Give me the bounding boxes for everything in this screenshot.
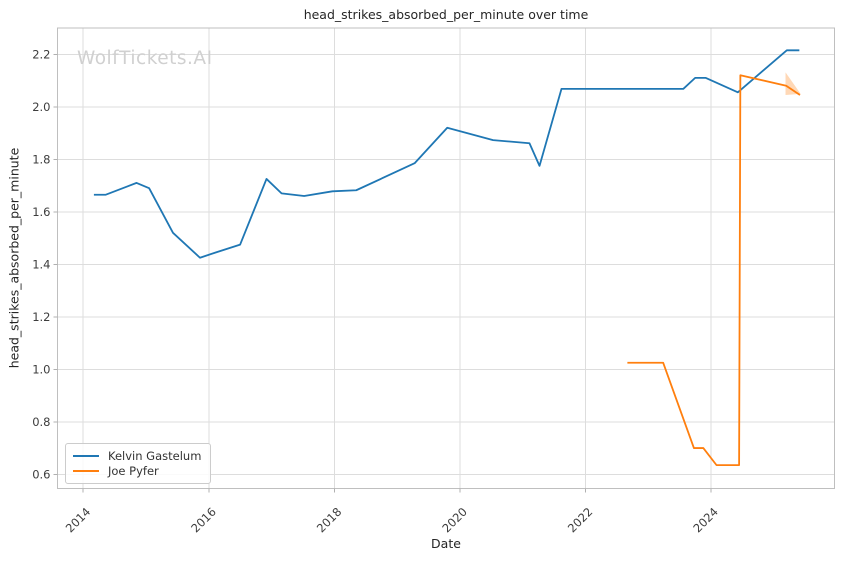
- x-tick-label: 2016: [188, 505, 219, 536]
- x-tick-label: 2022: [565, 505, 596, 536]
- legend: Kelvin Gastelum Joe Pyfer: [65, 443, 211, 484]
- x-tick-label: 2020: [439, 505, 470, 536]
- trend-arrow-icon: [785, 72, 801, 95]
- y-tick-label: 1.2: [32, 310, 50, 324]
- y-tick-label: 2.2: [32, 47, 50, 61]
- y-axis-label: head_strikes_absorbed_per_minute: [6, 147, 22, 369]
- plot-border: [57, 27, 835, 489]
- legend-item-joe-pyfer: Joe Pyfer: [73, 464, 203, 479]
- legend-line-sample-icon: [73, 469, 99, 472]
- legend-label: Kelvin Gastelum: [108, 449, 202, 464]
- legend-label: Joe Pyfer: [108, 463, 159, 478]
- y-tick-label: 1.0: [32, 362, 50, 376]
- legend-item-kelvin-gastelum: Kelvin Gastelum: [73, 449, 203, 464]
- x-tick-label: 2018: [314, 505, 345, 536]
- y-tick-label: 1.4: [32, 257, 50, 271]
- x-tick-label: 2024: [690, 505, 721, 536]
- y-tick-label: 1.6: [32, 205, 50, 219]
- legend-line-sample-icon: [73, 455, 99, 458]
- x-axis-label: Date: [431, 536, 461, 551]
- chart-title: head_strikes_absorbed_per_minute over ti…: [303, 7, 589, 22]
- y-tick-label: 2.0: [32, 100, 50, 114]
- y-tick-label: 0.6: [32, 467, 50, 481]
- x-tick-label: 2014: [63, 505, 94, 536]
- watermark: WolfTickets.AI: [77, 48, 213, 69]
- y-tick-label: 0.8: [32, 415, 50, 429]
- y-tick-label: 1.8: [32, 152, 50, 166]
- series-line-joe-pyfer: [627, 74, 801, 467]
- series-line-kelvin-gastelum: [93, 49, 800, 259]
